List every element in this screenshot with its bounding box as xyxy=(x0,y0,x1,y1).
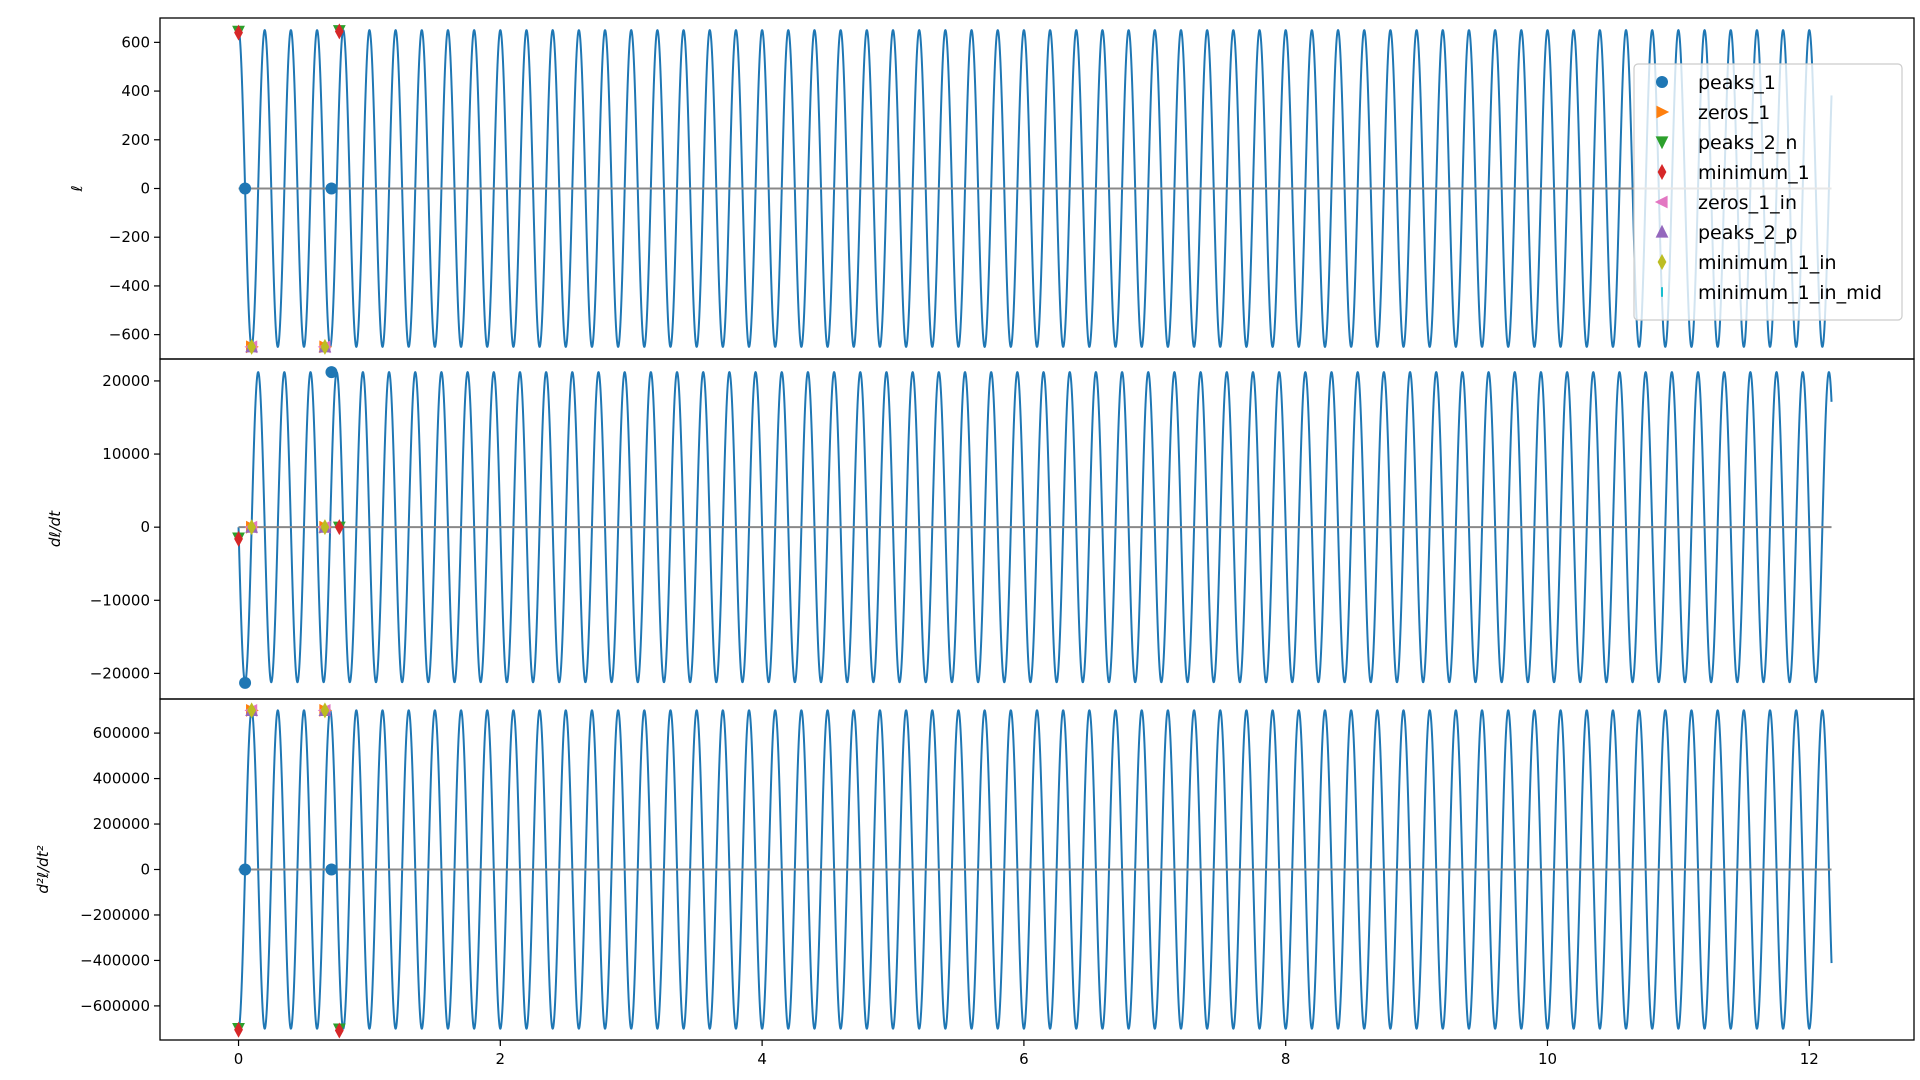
xtick-label: 12 xyxy=(1800,1050,1819,1068)
ytick-label: 400 xyxy=(121,82,150,100)
marker-peaks_1 xyxy=(325,366,338,379)
ytick-label: 600 xyxy=(121,33,150,51)
marker-minimum_1_in xyxy=(320,338,330,355)
ytick-label: −600000 xyxy=(80,997,150,1015)
ytick-label: −600 xyxy=(109,326,150,344)
plot-area-ell xyxy=(232,23,1833,355)
series-line-ell xyxy=(237,29,1833,348)
marker-minimum_1_in xyxy=(247,338,257,355)
legend-item: peaks_2_n xyxy=(1655,132,1797,154)
legend-item: minimum_1_in xyxy=(1657,252,1837,274)
legend-box xyxy=(1633,63,1903,321)
marker-minimum_1_in xyxy=(320,702,330,719)
marker-minimum_1_in xyxy=(247,702,257,719)
marker-minimum_1 xyxy=(334,1022,344,1039)
panels: 6004002000−200−400−600ℓ20000100000−10000… xyxy=(34,17,1915,1068)
series-line-d2ell xyxy=(237,709,1833,1030)
xtick-label: 6 xyxy=(1019,1050,1029,1068)
legend-item: minimum_1_in_mid xyxy=(1661,282,1882,304)
marker-peaks_1 xyxy=(325,182,338,195)
marker-minimum_1 xyxy=(334,519,344,536)
marker-minimum_1 xyxy=(234,1021,243,1038)
marker-peaks_1 xyxy=(325,863,338,876)
legend-marker-zeros_1 xyxy=(1656,105,1670,119)
legend-item: zeros_1 xyxy=(1656,102,1770,124)
legend-marker-peaks_1 xyxy=(1656,76,1668,88)
ylabel-ell: ℓ xyxy=(68,185,86,192)
marker-minimum_1 xyxy=(234,24,243,41)
marker-minimum_1 xyxy=(234,530,243,547)
legend-item: zeros_1_in xyxy=(1654,192,1797,214)
marker-peaks_1 xyxy=(239,182,252,195)
legend-label: peaks_2_p xyxy=(1698,222,1797,244)
xtick-label: 0 xyxy=(234,1050,244,1068)
legend-marker-peaks_2_p xyxy=(1655,224,1669,238)
xtick-label: 2 xyxy=(496,1050,506,1068)
legend-label: peaks_2_n xyxy=(1698,132,1797,154)
marker-minimum_1_in xyxy=(320,519,330,536)
ytick-label: −400 xyxy=(109,277,150,295)
legend-item: minimum_1 xyxy=(1657,162,1810,184)
ytick-label: 20000 xyxy=(102,372,150,390)
legend-marker-minimum_1_in xyxy=(1657,254,1667,270)
plot-area-dell xyxy=(232,366,1833,689)
marker-minimum_1 xyxy=(334,23,344,40)
marker-peaks_1 xyxy=(239,863,252,876)
legend-item: peaks_1 xyxy=(1656,72,1776,94)
legend-label: minimum_1_in xyxy=(1698,252,1837,274)
xtick-label: 4 xyxy=(757,1050,767,1068)
series-line-dell xyxy=(237,371,1833,684)
legend-label: zeros_1 xyxy=(1698,102,1770,124)
ylabel-d2ell: d²ℓ/dt² xyxy=(34,845,52,893)
ylabel-dell: dℓ/dt xyxy=(46,510,64,547)
ytick-label: −10000 xyxy=(90,591,150,609)
ytick-label: −400000 xyxy=(80,951,150,969)
legend-label: zeros_1_in xyxy=(1698,192,1797,214)
ytick-label: 10000 xyxy=(102,445,150,463)
ytick-label: 0 xyxy=(140,861,150,879)
ytick-label: −200000 xyxy=(80,906,150,924)
plot-area-d2ell xyxy=(232,702,1833,1039)
ytick-label: −20000 xyxy=(90,664,150,682)
ytick-label: 400000 xyxy=(93,770,150,788)
legend-marker-minimum_1 xyxy=(1657,164,1667,180)
ytick-label: −200 xyxy=(109,228,150,246)
ytick-label: 200000 xyxy=(93,815,150,833)
legend: peaks_1 zeros_1 peaks_2_n minimum_1 zeros_1_… xyxy=(1633,63,1903,321)
ytick-label: 0 xyxy=(140,518,150,536)
ytick-label: 0 xyxy=(140,180,150,198)
xtick-label: 10 xyxy=(1538,1050,1557,1068)
legend-label: peaks_1 xyxy=(1698,72,1776,94)
ytick-label: 600000 xyxy=(93,724,150,742)
marker-peaks_1 xyxy=(239,676,252,689)
xtick-label: 8 xyxy=(1281,1050,1291,1068)
legend-marker-peaks_2_n xyxy=(1655,136,1669,150)
legend-label: minimum_1_in_mid xyxy=(1698,282,1882,304)
panel-d2ell: 600000 400000 200000 0 −200000 −400000 −600000… xyxy=(34,698,1915,1068)
ytick-label: 200 xyxy=(121,131,150,149)
marker-minimum_1_in xyxy=(247,519,257,536)
legend-label: minimum_1 xyxy=(1698,162,1810,184)
legend-item: peaks_2_p xyxy=(1655,222,1797,244)
panel-ell: 600 400 200 0 −200 −400 −600 ℓ xyxy=(68,17,1915,360)
legend-marker-zeros_1_in xyxy=(1654,195,1668,209)
